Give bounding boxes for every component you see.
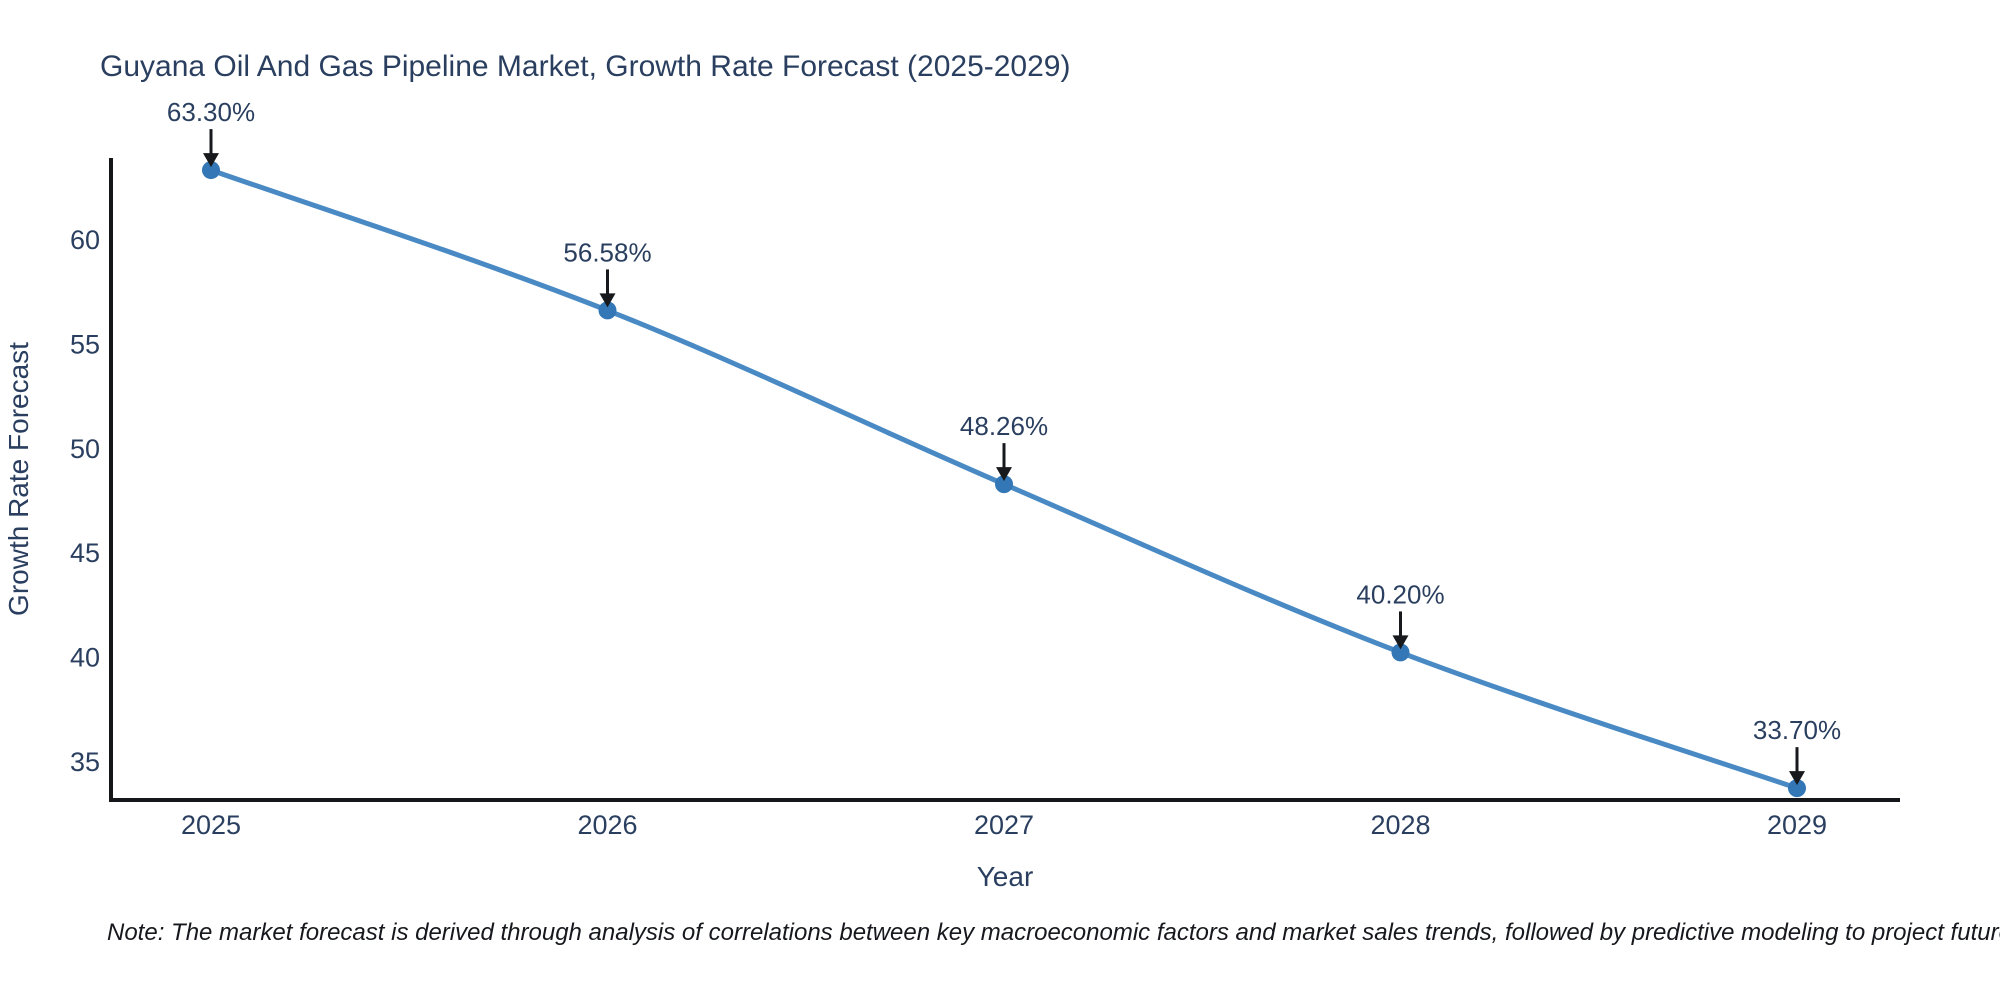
data-point-marker — [1391, 643, 1410, 662]
annotation-arrowhead-icon — [996, 467, 1012, 482]
y-tick-label: 40 — [70, 643, 100, 673]
x-tick-label: 2029 — [1767, 810, 1827, 840]
y-tick-label: 50 — [70, 434, 100, 464]
y-tick-label: 45 — [70, 538, 100, 568]
series-markers — [202, 161, 1806, 798]
y-axis-ticks: 35 40 45 50 55 60 — [70, 225, 100, 777]
point-value-label: 33.70% — [1753, 715, 1841, 745]
point-value-label: 63.30% — [167, 97, 255, 127]
y-tick-label: 55 — [70, 329, 100, 359]
point-value-label: 40.20% — [1356, 579, 1444, 609]
x-tick-label: 2025 — [181, 810, 241, 840]
point-annotations: 63.30% 56.58% 48.26% 40.20% 33.70% — [167, 97, 1841, 786]
point-value-label: 56.58% — [563, 237, 651, 267]
annotation-arrowhead-icon — [599, 293, 616, 308]
x-tick-label: 2027 — [974, 810, 1034, 840]
data-point-marker — [1788, 779, 1806, 798]
x-tick-label: 2026 — [577, 810, 637, 840]
x-axis-ticks: 2025 2026 2027 2028 2029 — [181, 810, 1827, 840]
x-axis-title: Year — [977, 861, 1034, 892]
footnote: Note: The market forecast is derived thr… — [107, 919, 2000, 946]
annotation-arrowhead-icon — [203, 153, 219, 168]
y-tick-label: 60 — [70, 225, 100, 255]
y-axis-title: Growth Rate Forecast — [3, 342, 34, 616]
data-point-marker — [995, 475, 1013, 494]
data-point-marker — [598, 301, 617, 320]
x-tick-label: 2028 — [1370, 810, 1430, 840]
annotation-arrowhead-icon — [1789, 771, 1805, 786]
data-point-marker — [202, 161, 220, 180]
point-value-label: 48.26% — [960, 411, 1048, 441]
y-tick-label: 35 — [70, 747, 100, 777]
annotation-arrowhead-icon — [1392, 635, 1409, 650]
chart-title: Guyana Oil And Gas Pipeline Market, Grow… — [100, 50, 1070, 83]
